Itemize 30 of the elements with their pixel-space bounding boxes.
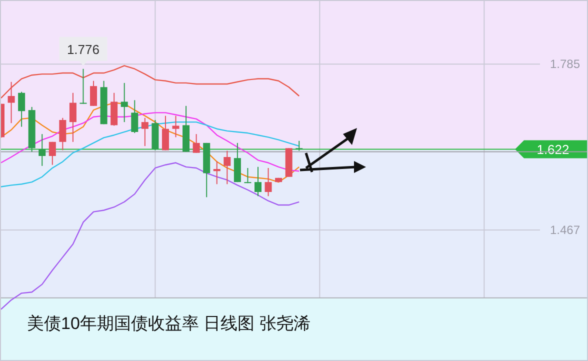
candlestick [48, 141, 56, 166]
candlestick [244, 167, 252, 184]
candlestick [296, 140, 303, 152]
candlestick [120, 82, 128, 123]
candlestick [264, 167, 272, 197]
candlestick [80, 68, 87, 104]
candlestick [141, 117, 148, 147]
text: 美债10年期国债收益率 日线图 张尧浠 [27, 314, 310, 333]
line-series [0, 102, 300, 183]
candlestick [254, 166, 262, 197]
candlestick [131, 100, 138, 134]
candlestick [69, 92, 76, 142]
candlestick [90, 80, 98, 106]
candlestick [8, 81, 15, 124]
candlestick [38, 134, 46, 166]
y-tick-label: 1.785 [550, 57, 580, 72]
candlestick [213, 160, 220, 185]
candlestick [234, 142, 241, 183]
line-series [0, 65, 300, 99]
candlestick [192, 134, 200, 154]
candlestick [59, 117, 66, 151]
candlestick [172, 115, 180, 138]
candlestick [224, 150, 231, 185]
annotation: 1.776 [66, 42, 100, 57]
candlestick [110, 92, 118, 126]
candlestick [162, 115, 169, 151]
ref-line-label: 1.622 [536, 142, 570, 158]
line-series [0, 162, 300, 310]
candlestick [18, 91, 26, 128]
y-tick-label: 1.467 [550, 223, 580, 238]
